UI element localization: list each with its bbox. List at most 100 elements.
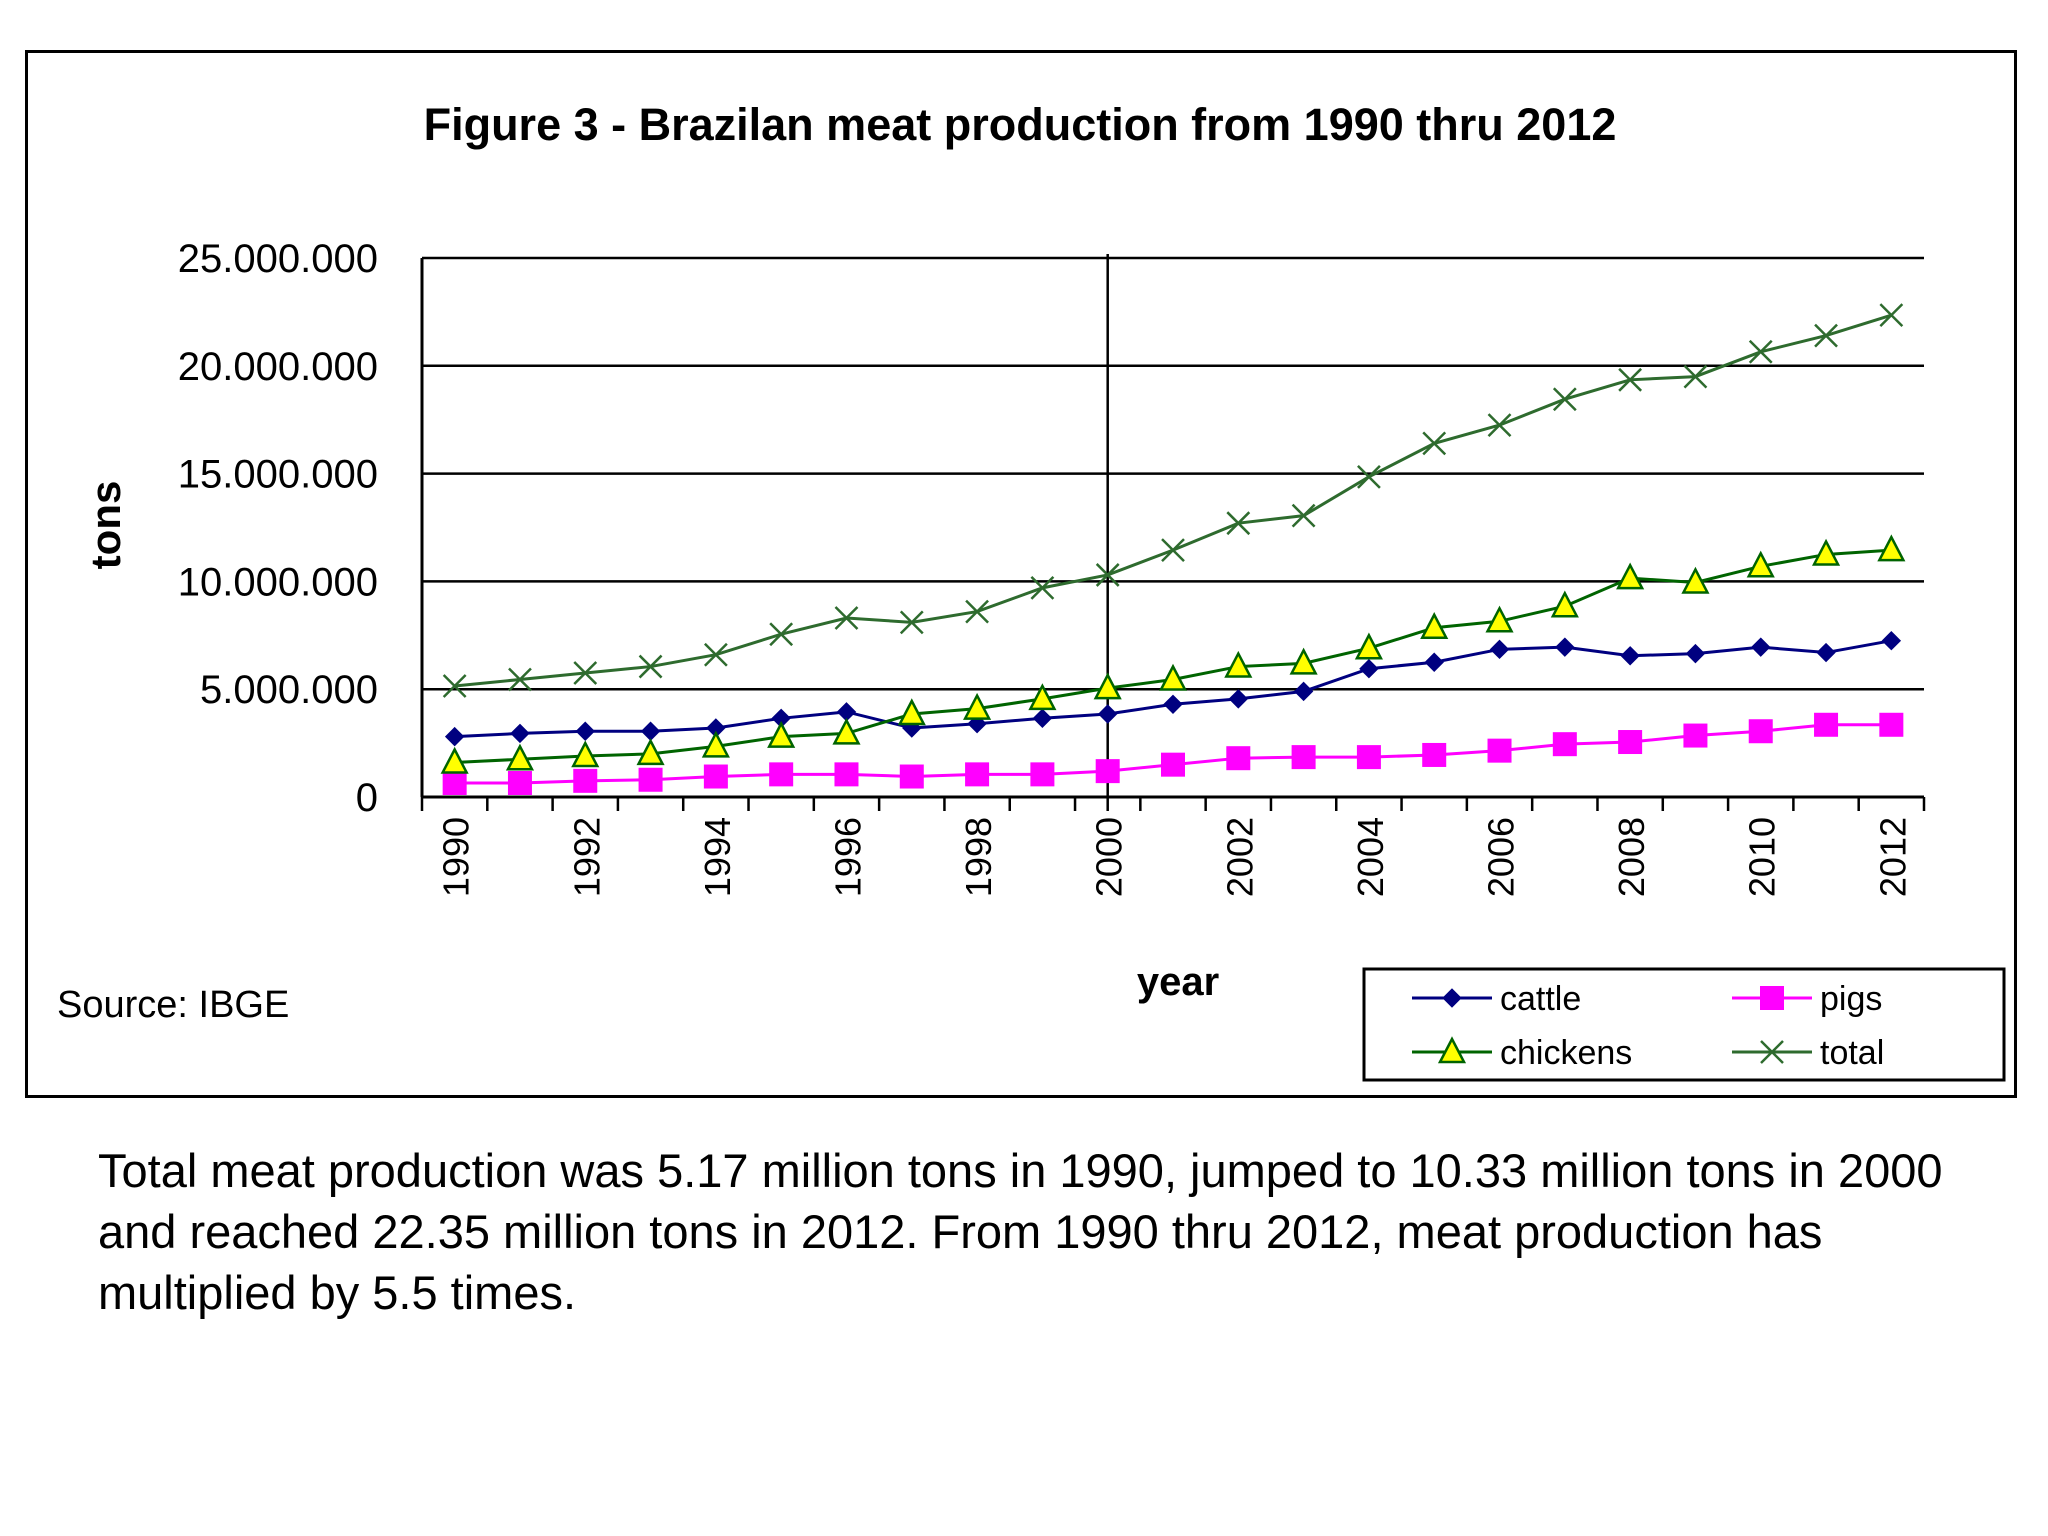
data-point-total (1161, 538, 1185, 563)
data-point-chickens (701, 730, 730, 758)
data-point-pigs (1552, 732, 1577, 757)
x-marker-stroke (442, 674, 467, 698)
x-marker-stroke (1161, 538, 1185, 563)
chart-frame (25, 50, 2017, 1098)
data-point-chickens (1354, 632, 1383, 660)
data-point-pigs (899, 764, 924, 789)
y-axis-label: tons (82, 481, 129, 570)
caption-text: Total meat production was 5.17 million t… (98, 1144, 1943, 1319)
legend-label: pigs (1820, 980, 1882, 1018)
data-point-chickens (1289, 647, 1318, 675)
series (440, 303, 1906, 795)
x-tick-label: 1998 (958, 817, 999, 897)
x-tick-label: 1994 (697, 817, 738, 897)
legend-marker (1760, 1040, 1784, 1064)
data-point-pigs (769, 762, 794, 787)
legend-label: cattle (1500, 980, 1581, 1018)
data-point-chickens (571, 740, 600, 768)
data-point-cattle (510, 723, 530, 744)
x-axis-label: year (1137, 960, 1219, 1004)
data-point-pigs (703, 764, 728, 789)
data-point-total (638, 654, 663, 679)
data-point-pigs (834, 762, 859, 787)
data-point-total (573, 661, 598, 685)
data-point-chickens (505, 743, 535, 771)
legend-item-total: total (1732, 1034, 1884, 1072)
x-tick-label: 1992 (566, 817, 607, 897)
data-point-pigs (1618, 730, 1643, 755)
data-point-chickens (1877, 534, 1906, 562)
data-point-total (965, 599, 989, 624)
x-marker-stroke (1357, 464, 1381, 489)
x-tick-label: 1996 (827, 817, 868, 897)
legend-marker (1760, 986, 1784, 1010)
data-point-chickens (1485, 605, 1514, 633)
data-point-total (1618, 367, 1643, 392)
x-tick-label: 2008 (1611, 817, 1652, 897)
data-point-chickens (1028, 683, 1057, 711)
x-marker-stroke (703, 642, 728, 667)
legend-item-cattle: cattle (1412, 980, 1581, 1018)
data-point-cattle (1685, 643, 1706, 664)
legend-marker (1442, 988, 1462, 1008)
x-marker-stroke (899, 610, 924, 635)
data-point-cattle (1751, 637, 1771, 657)
data-point-cattle (575, 721, 595, 741)
data-point-cattle (640, 721, 661, 741)
y-tick-label: 15.000.000 (178, 453, 378, 497)
x-marker-stroke (769, 622, 794, 647)
x-marker-stroke (1030, 575, 1055, 600)
x-marker-stroke (638, 654, 663, 679)
data-point-cattle (1620, 646, 1640, 666)
data-point-chickens (897, 698, 926, 726)
x-marker-stroke (1683, 364, 1708, 389)
data-point-chickens (963, 692, 992, 720)
data-point-total (1879, 303, 1904, 328)
y-tick-label: 5.000.000 (200, 668, 378, 712)
chart-title: Figure 3 - Brazilan meat production from… (424, 99, 1617, 150)
data-point-cattle (1032, 708, 1053, 729)
x-tick-label: 2012 (1872, 817, 1913, 897)
y-tick-label: 10.000.000 (178, 560, 378, 604)
data-point-cattle (1489, 639, 1510, 660)
data-point-pigs (1226, 746, 1251, 771)
data-point-total (1683, 364, 1708, 389)
data-point-pigs (1879, 712, 1904, 737)
y-axis-ticks: 0 5.000.000 10.000.000 15.000.000 20.000.000… (178, 237, 378, 820)
x-marker-stroke (1226, 511, 1251, 536)
x-marker-stroke (834, 606, 859, 630)
x-axis-ticks: 1990 1992 1994 1996 1998 2000 2002 2004 2006 2008… (436, 817, 1914, 897)
data-point-total (899, 610, 924, 635)
data-point-chickens (440, 746, 469, 774)
data-point-pigs (442, 770, 467, 795)
data-point-pigs (1814, 712, 1839, 737)
x-marker-stroke (1748, 339, 1773, 364)
data-point-total (1095, 563, 1120, 587)
data-point-total (769, 622, 794, 647)
data-point-cattle (1359, 659, 1379, 679)
legend-box (1362, 967, 2006, 1082)
data-point-pigs (1291, 745, 1316, 770)
source-label: Source: IBGE (57, 984, 289, 1026)
data-point-cattle (1555, 637, 1575, 657)
data-point-total (1487, 413, 1512, 437)
data-point-total (508, 667, 532, 692)
data-point-pigs (573, 768, 598, 793)
data-point-chickens (636, 738, 665, 766)
data-point-cattle (1097, 704, 1118, 724)
data-point-total (834, 606, 859, 630)
x-marker-stroke (1487, 413, 1512, 437)
data-point-pigs (1683, 723, 1708, 748)
data-point-chickens (1616, 562, 1645, 590)
data-point-chickens (1093, 672, 1122, 700)
x-marker-stroke (573, 661, 598, 685)
data-point-chickens (1746, 550, 1775, 578)
x-marker-stroke (1291, 503, 1316, 528)
legend-marker (1437, 1036, 1467, 1064)
x-tick-label: 2004 (1350, 817, 1391, 897)
data-point-chickens (1224, 650, 1253, 678)
data-point-cattle (1881, 630, 1902, 651)
data-point-total (1357, 464, 1381, 489)
data-point-chickens (767, 720, 796, 748)
